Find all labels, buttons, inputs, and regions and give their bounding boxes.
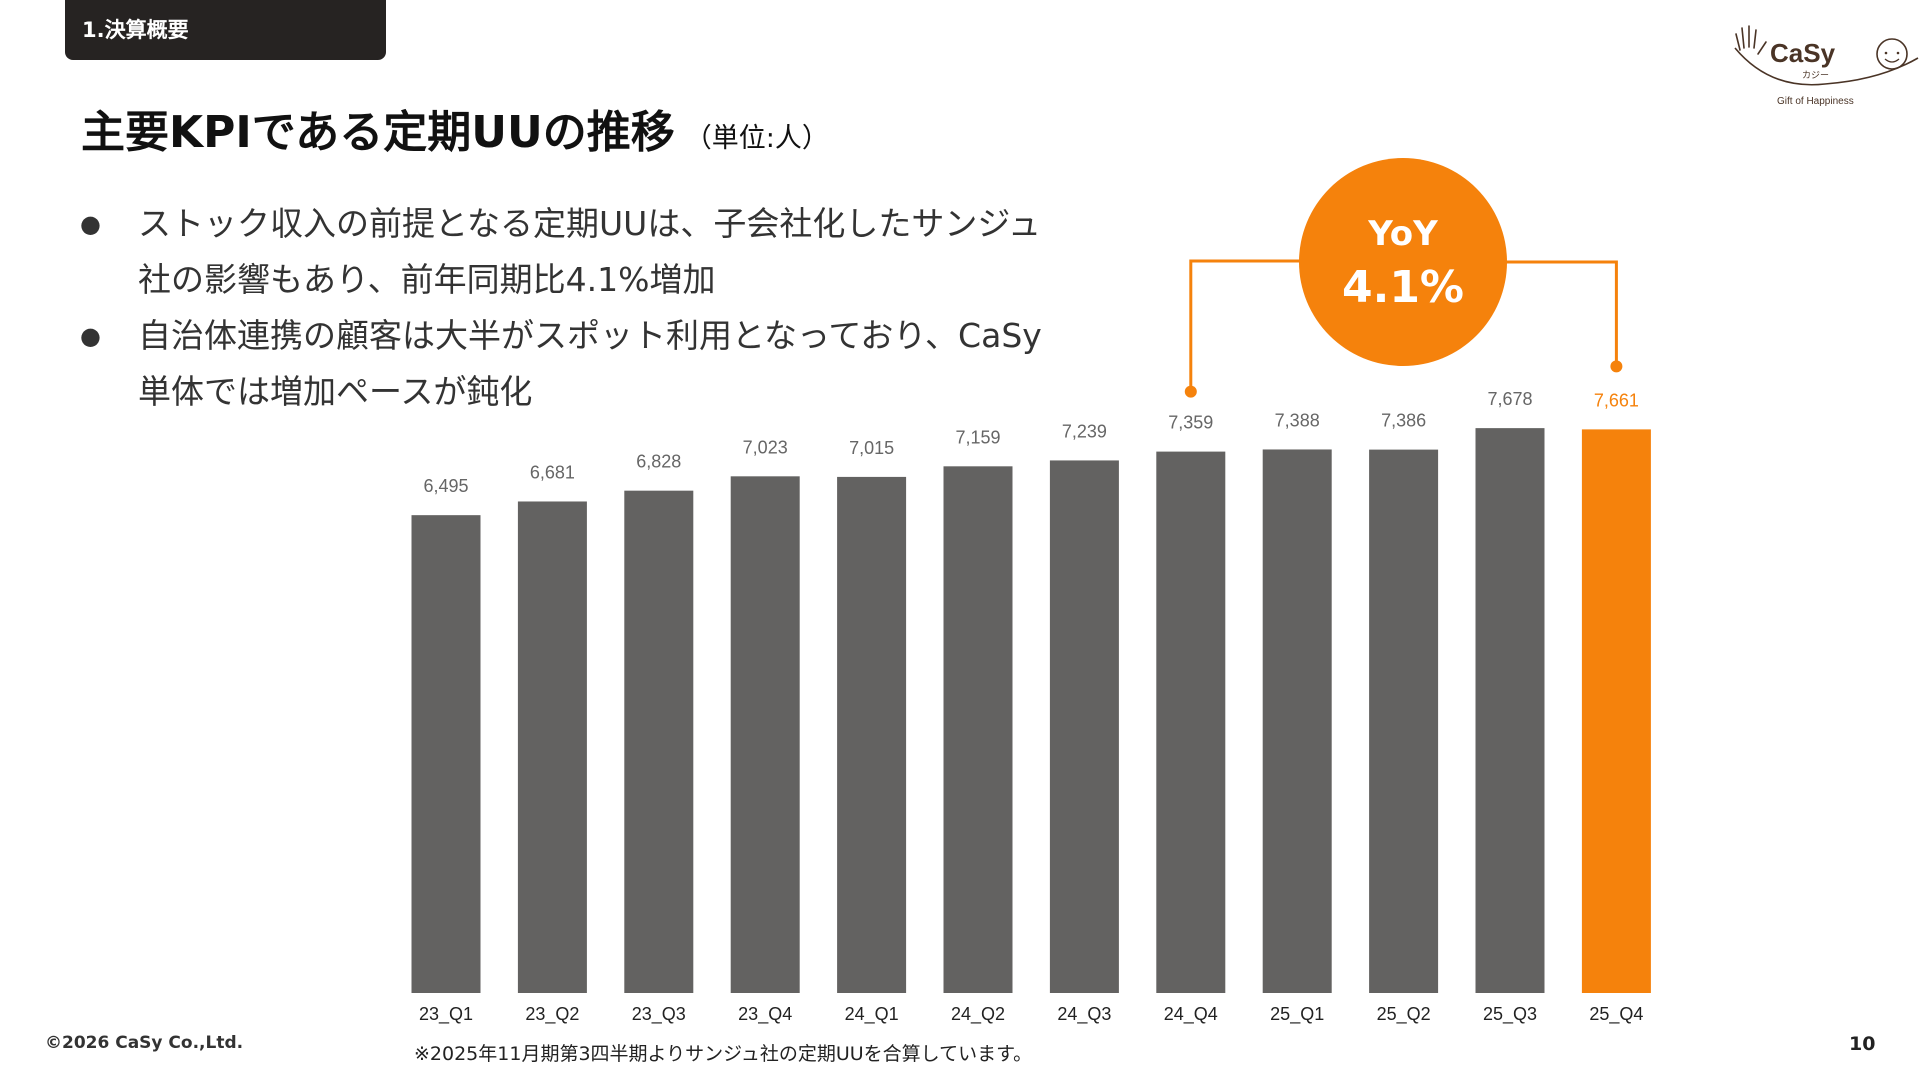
connector-dot bbox=[1184, 385, 1197, 398]
category-label: 25_Q1 bbox=[1270, 1004, 1324, 1025]
data-label: 7,023 bbox=[743, 437, 788, 457]
category-label: 23_Q1 bbox=[419, 1004, 473, 1025]
data-label: 6,828 bbox=[636, 452, 681, 472]
bullet-item: ● ストック収入の前提となる定期UUは、子会社化したサンジュ社の影響もあり、前年同… bbox=[80, 196, 1070, 308]
data-label: 7,388 bbox=[1275, 410, 1320, 430]
bullet-dot-icon: ● bbox=[80, 322, 101, 350]
page-number: 10 bbox=[1849, 1033, 1876, 1055]
svg-text:カジー: カジー bbox=[1802, 70, 1829, 81]
data-label: 6,495 bbox=[423, 476, 468, 496]
data-label: 7,159 bbox=[955, 427, 1000, 447]
category-label: 25_Q3 bbox=[1483, 1004, 1537, 1025]
bar-25_Q3 bbox=[1475, 428, 1545, 994]
bar-23_Q1 bbox=[411, 515, 481, 993]
page-title: 主要KPIである定期UUの推移 （単位:人） bbox=[81, 96, 829, 160]
bullet-list: ● ストック収入の前提となる定期UUは、子会社化したサンジュ社の影響もあり、前年同… bbox=[80, 196, 1070, 420]
data-label: 7,678 bbox=[1487, 389, 1532, 409]
bar-23_Q4 bbox=[730, 476, 800, 994]
data-label: 7,661 bbox=[1594, 390, 1639, 410]
footnote: ※2025年11月期第3四半期よりサンジュ社の定期UUを合算しています。 bbox=[414, 1043, 1033, 1065]
section-tag: 1.決算概要 bbox=[65, 0, 386, 60]
title-text: 主要KPIである定期UUの推移 bbox=[81, 107, 675, 158]
svg-text:CaSy: CaSy bbox=[1770, 38, 1836, 68]
data-label: 7,386 bbox=[1381, 411, 1426, 431]
bar-25_Q4 bbox=[1581, 429, 1651, 993]
connector-dot bbox=[1610, 360, 1623, 373]
category-label: 24_Q4 bbox=[1164, 1004, 1218, 1025]
copyright: ©2026 CaSy Co.,Ltd. bbox=[45, 1033, 244, 1053]
category-label: 24_Q1 bbox=[845, 1004, 899, 1025]
category-label: 24_Q2 bbox=[951, 1004, 1005, 1025]
bar-24_Q3 bbox=[1049, 460, 1119, 993]
data-label: 7,239 bbox=[1062, 421, 1107, 441]
yoy-label: YoY bbox=[1367, 214, 1438, 254]
category-label: 25_Q2 bbox=[1377, 1004, 1431, 1025]
yoy-value: 4.1% bbox=[1342, 262, 1464, 313]
bar-24_Q4 bbox=[1156, 451, 1226, 993]
yoy-badge bbox=[1299, 158, 1507, 366]
bullet-dot-icon: ● bbox=[80, 210, 101, 238]
casy-logo: CaSy カジー Gift of Happiness bbox=[1734, 25, 1919, 107]
title-unit: （単位:人） bbox=[684, 123, 829, 154]
category-label: 24_Q3 bbox=[1057, 1004, 1111, 1025]
bar-24_Q1 bbox=[837, 476, 907, 993]
bar-23_Q2 bbox=[517, 501, 587, 993]
bar-24_Q2 bbox=[943, 466, 1013, 993]
bullet-text: ストック収入の前提となる定期UUは、子会社化したサンジュ社の影響もあり、前年同期… bbox=[138, 204, 1042, 299]
category-label: 23_Q4 bbox=[738, 1004, 792, 1025]
bullet-item: ● 自治体連携の顧客は大半がスポット利用となっており、CaSy単体では増加ペースが… bbox=[80, 308, 1070, 420]
bullet-text: 自治体連携の顧客は大半がスポット利用となっており、CaSy単体では増加ペースが鈍… bbox=[138, 316, 1042, 411]
category-label: 23_Q2 bbox=[525, 1004, 579, 1025]
svg-text:Gift of Happiness: Gift of Happiness bbox=[1777, 96, 1854, 107]
bar-25_Q2 bbox=[1369, 449, 1439, 994]
data-label: 7,015 bbox=[849, 438, 894, 458]
data-label: 7,359 bbox=[1168, 413, 1213, 433]
bar-23_Q3 bbox=[624, 490, 694, 993]
category-label: 23_Q3 bbox=[632, 1004, 686, 1025]
category-label: 25_Q4 bbox=[1589, 1004, 1643, 1025]
data-label: 6,681 bbox=[530, 462, 575, 482]
bar-25_Q1 bbox=[1262, 449, 1332, 993]
